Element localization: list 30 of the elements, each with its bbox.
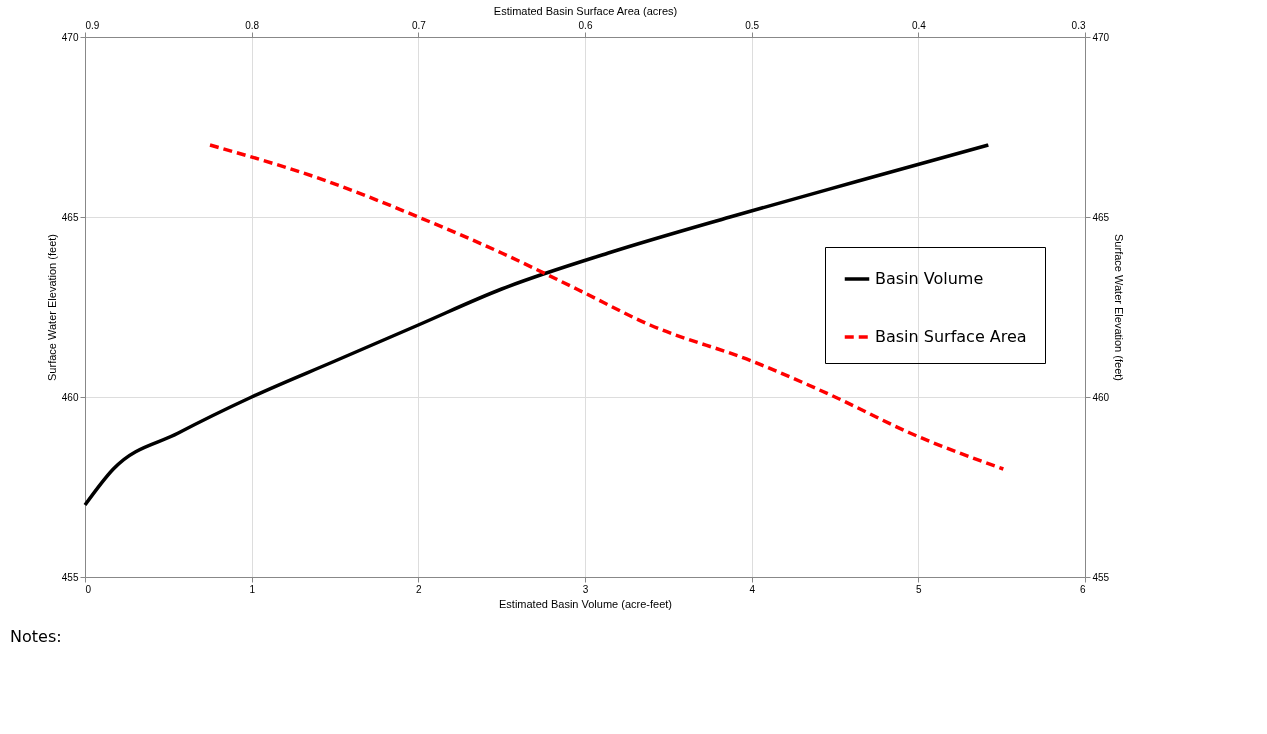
x2-tick-label: 0.4 [911,19,927,31]
x2-tick-label: 0.7 [411,19,427,31]
x-tick-label: 0 [85,583,92,595]
y2-tick-label: 460 [1092,391,1110,403]
y-tick-label: 460 [61,391,79,403]
x-tick-label: 2 [416,583,423,595]
x2-tick-label: 0.9 [85,19,100,31]
y2-axis-title: Surface Water Elevation (feet) [1113,234,1126,381]
y-tick-label: 465 [61,211,79,223]
y-tick-label: 470 [61,31,79,43]
y2-tick-label: 465 [1092,211,1110,223]
x-tick-label: 6 [1079,583,1086,595]
x-tick-label: 4 [749,583,756,595]
legend-label: Basin Surface Area [875,327,1027,346]
x-tick-label: 1 [249,583,256,595]
legend-label: Basin Volume [875,269,984,288]
x-axis-title: Estimated Basin Volume (acre-feet) [498,597,673,610]
x2-tick-label: 0.6 [578,19,593,31]
text: Notes: [10,627,62,646]
y2-tick-label: 455 [1092,571,1110,583]
line-series [83,143,991,507]
y2-tick-label: 470 [1092,31,1110,43]
x-tick-label: 3 [582,583,589,595]
x2-axis-title: Estimated Basin Surface Area (acres) [493,4,678,17]
y-tick-label: 455 [61,571,79,583]
x-tick-label: 5 [916,583,923,595]
x2-tick-label: 0.8 [245,19,260,31]
x2-tick-label: 0.5 [745,19,760,31]
y-axis-title: Surface Water Elevation (feet) [45,234,58,381]
x2-tick-label: 0.3 [1071,19,1086,31]
